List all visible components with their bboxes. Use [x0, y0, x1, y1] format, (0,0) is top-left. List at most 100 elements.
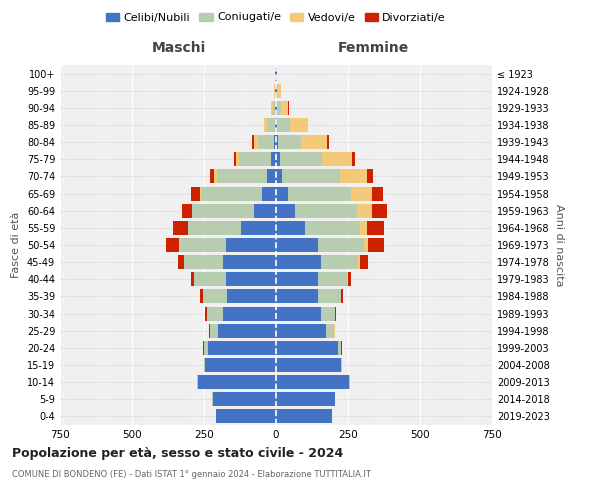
- Bar: [274, 135, 276, 149]
- Bar: [208, 341, 276, 355]
- Bar: [227, 290, 276, 304]
- Bar: [204, 341, 208, 355]
- Bar: [276, 186, 287, 200]
- Bar: [276, 118, 277, 132]
- Bar: [191, 186, 200, 200]
- Bar: [271, 101, 273, 115]
- Bar: [290, 118, 308, 132]
- Bar: [205, 358, 276, 372]
- Bar: [318, 290, 341, 304]
- Bar: [276, 392, 335, 406]
- Bar: [252, 135, 254, 149]
- Bar: [276, 101, 277, 115]
- Bar: [373, 204, 387, 218]
- Bar: [320, 255, 358, 269]
- Bar: [198, 375, 276, 389]
- Bar: [276, 204, 295, 218]
- Bar: [276, 170, 283, 183]
- Bar: [179, 238, 226, 252]
- Bar: [236, 152, 239, 166]
- Bar: [276, 255, 320, 269]
- Bar: [205, 306, 207, 320]
- Bar: [361, 255, 368, 269]
- Bar: [210, 170, 214, 183]
- Bar: [277, 84, 278, 98]
- Bar: [218, 324, 276, 338]
- Bar: [367, 170, 373, 183]
- Bar: [200, 186, 201, 200]
- Bar: [322, 152, 352, 166]
- Text: Femmine: Femmine: [338, 40, 409, 54]
- Bar: [226, 272, 276, 286]
- Bar: [268, 170, 276, 183]
- Bar: [318, 272, 347, 286]
- Bar: [223, 255, 276, 269]
- Bar: [265, 118, 268, 132]
- Text: COMUNE DI BONDENO (FE) - Dati ISTAT 1° gennaio 2024 - Elaborazione TUTTITALIA.IT: COMUNE DI BONDENO (FE) - Dati ISTAT 1° g…: [12, 470, 371, 479]
- Bar: [358, 255, 361, 269]
- Bar: [283, 170, 340, 183]
- Text: Maschi: Maschi: [152, 40, 206, 54]
- Bar: [182, 204, 191, 218]
- Bar: [200, 290, 203, 304]
- Text: Popolazione per età, sesso e stato civile - 2024: Popolazione per età, sesso e stato civil…: [12, 448, 343, 460]
- Bar: [203, 290, 227, 304]
- Bar: [191, 204, 193, 218]
- Bar: [239, 152, 271, 166]
- Bar: [258, 135, 274, 149]
- Legend: Celibi/Nubili, Coniugati/e, Vedovi/e, Divorziati/e: Celibi/Nubili, Coniugati/e, Vedovi/e, Di…: [101, 8, 451, 27]
- Bar: [278, 84, 281, 98]
- Bar: [193, 204, 254, 218]
- Bar: [318, 238, 364, 252]
- Bar: [373, 186, 383, 200]
- Bar: [194, 272, 226, 286]
- Bar: [188, 221, 241, 235]
- Bar: [197, 375, 198, 389]
- Bar: [201, 186, 262, 200]
- Bar: [276, 290, 318, 304]
- Bar: [276, 358, 341, 372]
- Bar: [241, 221, 276, 235]
- Bar: [280, 152, 322, 166]
- Bar: [277, 101, 281, 115]
- Bar: [226, 238, 276, 252]
- Bar: [166, 238, 179, 252]
- Bar: [173, 221, 188, 235]
- Bar: [212, 392, 276, 406]
- Bar: [335, 306, 336, 320]
- Bar: [276, 306, 320, 320]
- Bar: [295, 204, 356, 218]
- Bar: [281, 101, 289, 115]
- Bar: [352, 152, 355, 166]
- Bar: [305, 221, 359, 235]
- Bar: [273, 101, 275, 115]
- Bar: [338, 341, 341, 355]
- Bar: [327, 135, 329, 149]
- Bar: [254, 204, 276, 218]
- Bar: [351, 186, 373, 200]
- Bar: [368, 238, 384, 252]
- Bar: [287, 186, 351, 200]
- Bar: [268, 118, 275, 132]
- Bar: [359, 221, 367, 235]
- Bar: [184, 255, 223, 269]
- Bar: [275, 118, 276, 132]
- Bar: [215, 410, 276, 424]
- Bar: [234, 152, 236, 166]
- Bar: [276, 341, 338, 355]
- Bar: [204, 358, 205, 372]
- Bar: [191, 272, 194, 286]
- Bar: [210, 324, 218, 338]
- Bar: [217, 170, 268, 183]
- Bar: [276, 238, 318, 252]
- Bar: [276, 272, 318, 286]
- Bar: [277, 118, 290, 132]
- Bar: [207, 306, 223, 320]
- Bar: [276, 152, 280, 166]
- Bar: [276, 221, 305, 235]
- Bar: [367, 221, 384, 235]
- Bar: [278, 135, 301, 149]
- Bar: [301, 135, 327, 149]
- Bar: [347, 272, 348, 286]
- Bar: [326, 324, 334, 338]
